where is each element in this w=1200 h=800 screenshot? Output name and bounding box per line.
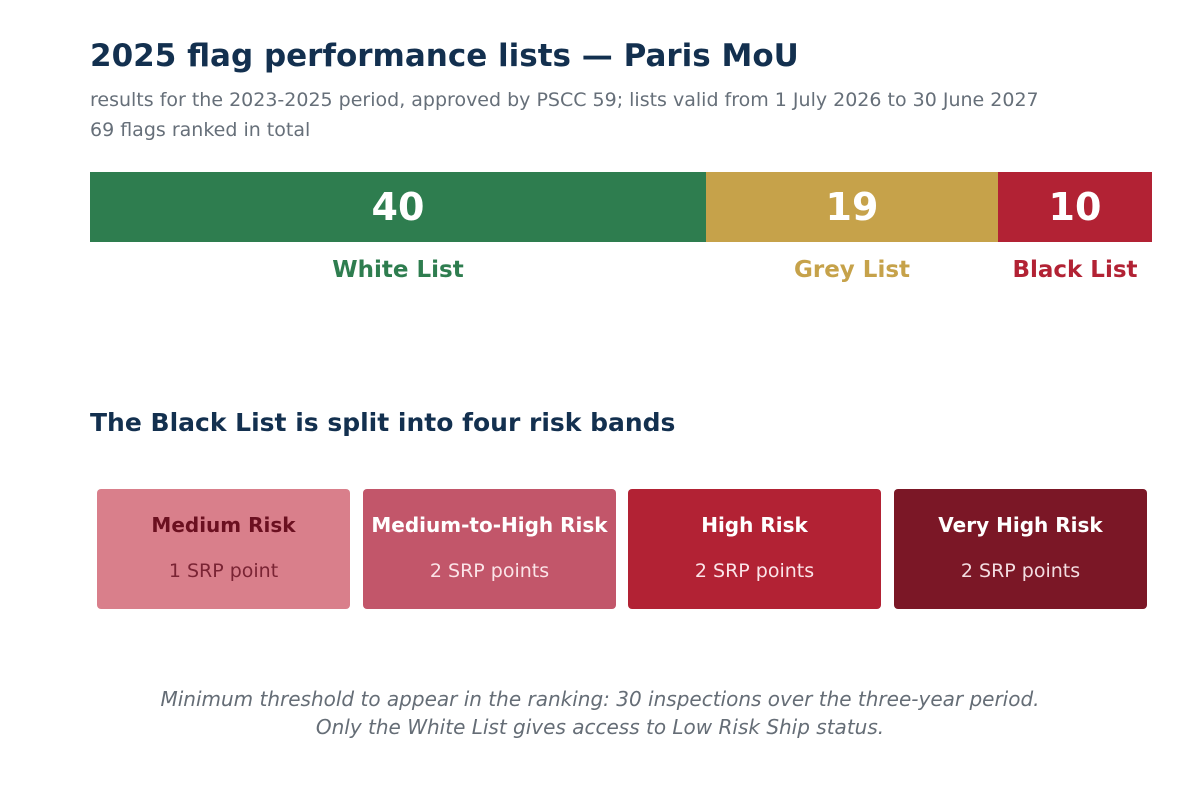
risk-band-name: Very High Risk [938, 513, 1103, 537]
bar-value-white-list: 40 [371, 185, 425, 229]
subtitle-total: 69 flags ranked in total [90, 119, 311, 141]
risk-band-points: 1 SRP point [168, 560, 279, 582]
risk-band-points: 2 SRP points [960, 560, 1081, 582]
risk-bands-title: The Black List is split into four risk b… [90, 408, 676, 437]
bar-label-black-list: Black List [1012, 257, 1138, 283]
bar-segment-black-list: 10 [998, 172, 1152, 242]
risk-band-name: Medium-to-High Risk [371, 513, 608, 537]
risk-band-medium-to-high-risk: Medium-to-High Risk 2 SRP points [363, 489, 616, 609]
bar-label-grey-list: Grey List [793, 257, 911, 283]
risk-band-points: 2 SRP points [429, 560, 550, 582]
page-title: 2025 flag performance lists — Paris MoU [90, 38, 799, 74]
stacked-bar: 40 19 10 [90, 172, 1152, 242]
risk-band-medium-risk: Medium Risk 1 SRP point [97, 489, 350, 609]
bar-segment-grey-list: 19 [706, 172, 998, 242]
footnote-low-risk: Only the White List gives access to Low … [315, 715, 885, 739]
bar-value-grey-list: 19 [825, 185, 879, 229]
risk-band-name: High Risk [701, 513, 808, 537]
risk-band-high-risk: High Risk 2 SRP points [628, 489, 881, 609]
footnote-threshold: Minimum threshold to appear in the ranki… [160, 687, 1040, 711]
risk-band-points: 2 SRP points [694, 560, 815, 582]
bar-value-black-list: 10 [1048, 185, 1102, 229]
risk-band-name: Medium Risk [151, 513, 296, 537]
bar-label-white-list: White List [332, 257, 464, 283]
risk-band-very-high-risk: Very High Risk 2 SRP points [894, 489, 1147, 609]
bar-segment-white-list: 40 [90, 172, 706, 242]
subtitle-period: results for the 2023-2025 period, approv… [90, 89, 1039, 111]
